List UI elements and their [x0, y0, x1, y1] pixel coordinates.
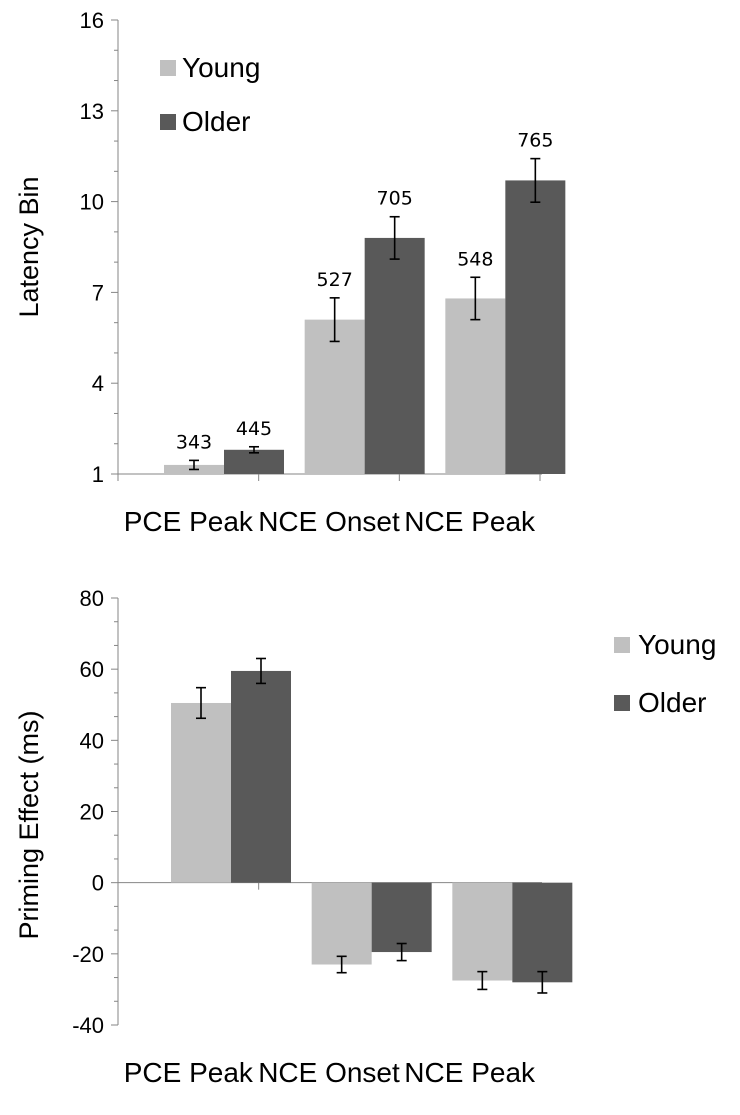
bar [445, 298, 506, 474]
x-category-label: NCE Onset [258, 1057, 400, 1088]
y-tick-label: 0 [92, 871, 104, 896]
data-label: 343 [176, 431, 212, 453]
legend-swatch [614, 637, 630, 653]
y-tick-label: 13 [80, 99, 104, 124]
y-tick-label: 60 [80, 657, 104, 682]
x-category-label: NCE Peak [404, 506, 536, 537]
legend-label: Young [182, 52, 260, 83]
y-tick-label: 80 [80, 586, 104, 611]
legend-label: Older [638, 687, 706, 718]
y-tick-label: -20 [72, 942, 104, 967]
data-label: 527 [317, 269, 353, 291]
legend-label: Young [638, 629, 716, 660]
series-older [231, 657, 573, 994]
legend: Young Older [614, 629, 716, 718]
data-label: 765 [517, 130, 553, 152]
y-tick-label: 16 [80, 8, 104, 33]
bar [505, 180, 566, 474]
y-tick-label: 40 [80, 728, 104, 753]
bar [311, 882, 372, 965]
bar [371, 882, 432, 953]
x-category-label: NCE Peak [404, 1057, 536, 1088]
legend-swatch [160, 60, 176, 76]
x-category-label: PCE Peak [124, 506, 254, 537]
bar [224, 449, 284, 474]
legend: Young Older [160, 52, 260, 137]
bar [171, 702, 231, 883]
bar [304, 319, 365, 474]
x-category-label: NCE Onset [258, 506, 400, 537]
chart-2: -40 -20 0 20 40 60 80 Priming Effect (ms) PCE Pe… [14, 586, 716, 1088]
legend-label: Older [182, 106, 250, 137]
bar [452, 882, 513, 981]
data-label: 705 [377, 188, 413, 210]
y-tick-label: 1 [92, 462, 104, 487]
data-label: 445 [236, 418, 272, 440]
data-label: 548 [457, 248, 493, 270]
bar [364, 237, 425, 474]
legend-swatch [160, 114, 176, 130]
series-young [171, 686, 513, 991]
x-category-label: PCE Peak [124, 1057, 254, 1088]
y-tick-label: -40 [72, 1013, 104, 1038]
y-tick-label: 10 [80, 190, 104, 215]
y-tick-label: 20 [80, 800, 104, 825]
legend-swatch [614, 695, 630, 711]
chart-1: 1 4 7 10 13 16 Latency Bin PCE Peak NCE Onset NCE… [14, 8, 566, 537]
y-tick-label: 4 [92, 371, 104, 396]
bar [512, 882, 573, 983]
y-axis-label: Latency Bin [14, 176, 44, 317]
series-young: 343 527 548 [164, 248, 506, 474]
y-axis-label: Priming Effect (ms) [14, 710, 44, 939]
series-older: 445 705 765 [224, 130, 566, 474]
bar [231, 670, 291, 883]
y-tick-label: 7 [92, 280, 104, 305]
